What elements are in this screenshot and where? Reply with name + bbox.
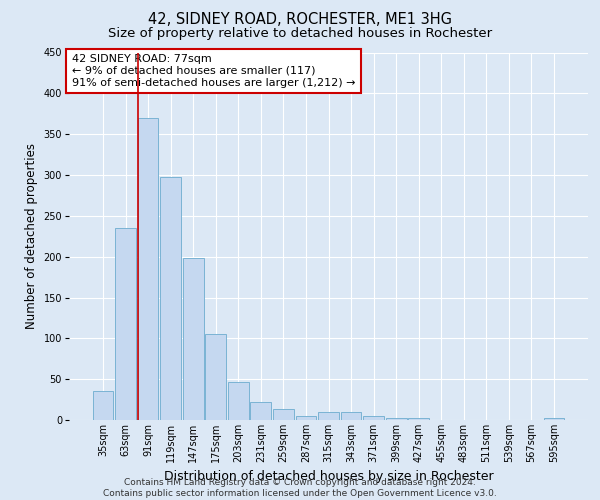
Bar [544, 418, 565, 420]
Text: Contains HM Land Registry data © Crown copyright and database right 2024.
Contai: Contains HM Land Registry data © Crown c… [103, 478, 497, 498]
Bar [228, 382, 248, 420]
Bar [205, 334, 226, 420]
Bar [341, 412, 361, 420]
Bar [92, 392, 113, 420]
Bar [409, 418, 429, 420]
Text: Size of property relative to detached houses in Rochester: Size of property relative to detached ho… [108, 28, 492, 40]
Bar [363, 416, 384, 420]
Bar [273, 408, 294, 420]
Bar [115, 228, 136, 420]
Y-axis label: Number of detached properties: Number of detached properties [25, 143, 38, 329]
Bar [250, 402, 271, 420]
Bar [183, 258, 203, 420]
Bar [137, 118, 158, 420]
Bar [296, 416, 316, 420]
Text: 42 SIDNEY ROAD: 77sqm
← 9% of detached houses are smaller (117)
91% of semi-deta: 42 SIDNEY ROAD: 77sqm ← 9% of detached h… [71, 54, 355, 88]
Text: 42, SIDNEY ROAD, ROCHESTER, ME1 3HG: 42, SIDNEY ROAD, ROCHESTER, ME1 3HG [148, 12, 452, 28]
X-axis label: Distribution of detached houses by size in Rochester: Distribution of detached houses by size … [164, 470, 493, 484]
Bar [386, 418, 407, 420]
Bar [318, 412, 339, 420]
Bar [160, 176, 181, 420]
